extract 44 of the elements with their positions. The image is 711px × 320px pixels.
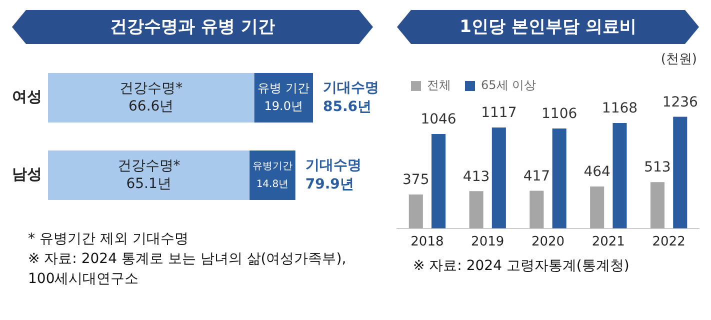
data-label: 375 bbox=[402, 172, 430, 188]
data-label: 1236 bbox=[662, 94, 698, 110]
y-axis-title: (천원) bbox=[660, 51, 697, 67]
data-label: 1046 bbox=[420, 112, 456, 128]
data-label: 413 bbox=[462, 168, 490, 185]
x-tick-label: 2022 bbox=[652, 234, 686, 250]
y-tick-label: 남성 bbox=[12, 165, 42, 184]
text: * 유병기간 제외 기대수명 bbox=[28, 230, 190, 249]
x-tick-label: 2021 bbox=[592, 234, 625, 250]
bar bbox=[590, 186, 604, 228]
x-tick-label: 2019 bbox=[471, 234, 504, 250]
bar bbox=[650, 182, 664, 228]
bar bbox=[552, 128, 566, 228]
chart-title: 1인당 본인부담 의료비 bbox=[397, 10, 699, 44]
legend-label: 65세 이상 bbox=[481, 78, 536, 92]
data-label: 464 bbox=[584, 164, 611, 180]
data-label: 유병 기간 19.0년 bbox=[258, 80, 310, 113]
bar bbox=[530, 190, 544, 228]
bar bbox=[408, 194, 423, 228]
bar bbox=[612, 122, 627, 228]
data-label: 건강수명* 66.6년 bbox=[120, 80, 183, 114]
bar bbox=[492, 128, 506, 228]
text: ※ 자료: 2024 통계로 보는 남녀의 삶(여성가족부), 100세시대연구소 bbox=[28, 250, 348, 289]
data-label: 1168 bbox=[602, 100, 638, 117]
data-label: 417 bbox=[523, 168, 550, 184]
chart-title: 건강수명과 유병 기간 bbox=[12, 10, 373, 44]
bar bbox=[48, 150, 250, 200]
bar bbox=[48, 72, 254, 123]
bar bbox=[250, 150, 296, 200]
text: ※ 자료: 2024 고령자통계(통계청) bbox=[413, 257, 630, 276]
data-label: 1117 bbox=[481, 105, 517, 122]
bar bbox=[673, 116, 688, 228]
data-label: 유병기간 14.8년 bbox=[252, 160, 292, 190]
legend-label: 전체 bbox=[427, 78, 451, 92]
data-label: 1106 bbox=[542, 106, 578, 122]
x-tick-label: 2018 bbox=[410, 234, 444, 250]
y-tick-label: 여성 bbox=[12, 88, 42, 106]
bar bbox=[432, 134, 446, 228]
data-label: 건강수명* 65.1년 bbox=[117, 158, 180, 192]
total-label: 기대수명 85.6년 bbox=[323, 80, 379, 115]
total-label: 기대수명 79.9년 bbox=[305, 157, 362, 192]
bar bbox=[469, 191, 484, 228]
data-label: 513 bbox=[644, 160, 671, 176]
x-tick-label: 2020 bbox=[531, 234, 565, 250]
